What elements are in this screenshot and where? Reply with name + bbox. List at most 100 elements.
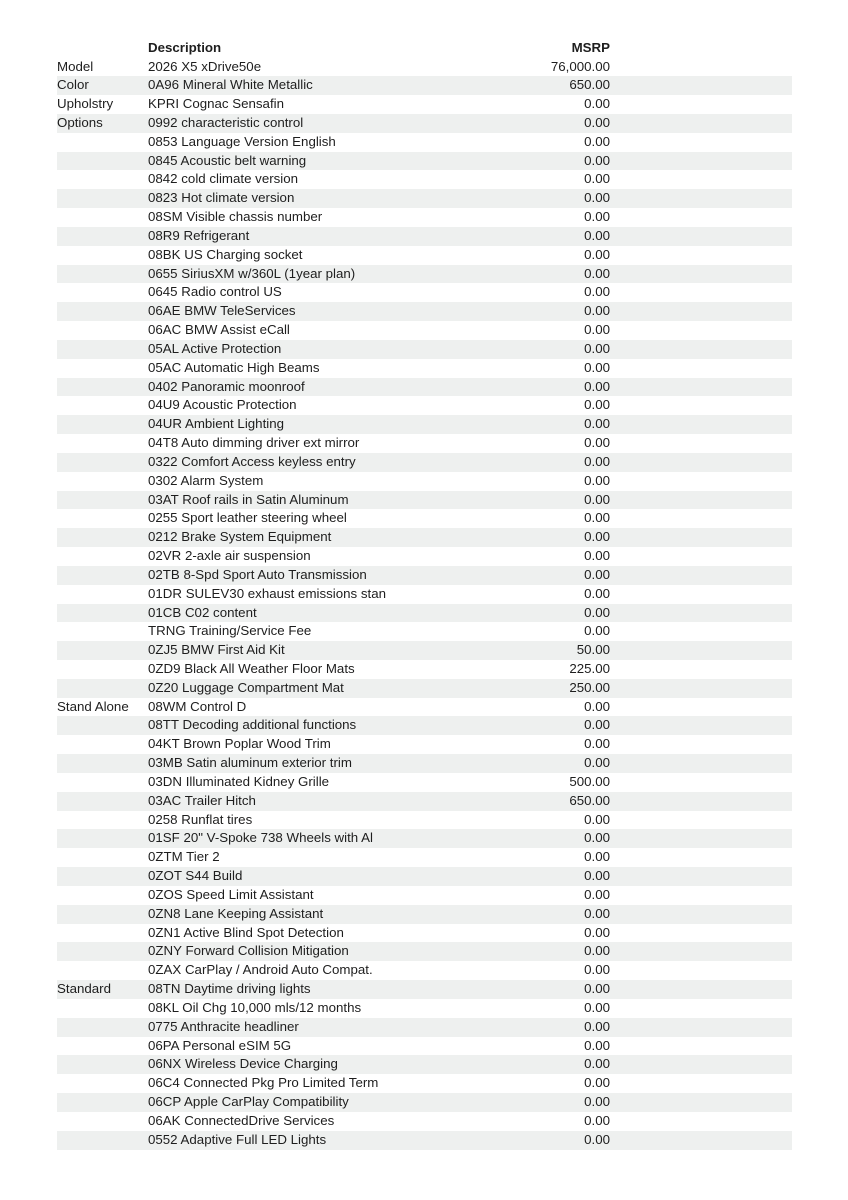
description-cell: 01DR SULEV30 exhaust emissions stan bbox=[148, 585, 386, 601]
description-cell: 06AC BMW Assist eCall bbox=[148, 322, 290, 338]
msrp-cell: 0.00 bbox=[584, 999, 610, 1015]
table-row: 01CB C02 content 0.00 bbox=[57, 603, 792, 623]
msrp-cell: 0.00 bbox=[584, 868, 610, 884]
description-cell: 0ZN1 Active Blind Spot Detection bbox=[148, 924, 344, 940]
msrp-cell: 0.00 bbox=[584, 1094, 610, 1110]
msrp-cell: 0.00 bbox=[584, 491, 610, 507]
table-row: Color 0A96 Mineral White Metallic 650.00 bbox=[57, 76, 792, 96]
description-cell: 0823 Hot climate version bbox=[148, 190, 295, 206]
table-row: 0Z20 Luggage Compartment Mat 250.00 bbox=[57, 678, 792, 698]
msrp-cell: 0.00 bbox=[584, 905, 610, 921]
msrp-cell: 0.00 bbox=[584, 924, 610, 940]
description-cell: TRNG Training/Service Fee bbox=[148, 623, 312, 639]
description-cell: 0ZAX CarPlay / Android Auto Compat. bbox=[148, 962, 373, 978]
description-cell: 0655 SiriusXM w/360L (1year plan) bbox=[148, 265, 356, 281]
table-row: 06NX Wireless Device Charging 0.00 bbox=[57, 1055, 792, 1075]
description-cell: 02TB 8-Spd Sport Auto Transmission bbox=[148, 566, 367, 582]
description-cell: 01SF 20" V-Spoke 738 Wheels with Al bbox=[148, 830, 373, 846]
table-row: TRNG Training/Service Fee 0.00 bbox=[57, 622, 792, 641]
msrp-cell: 0.00 bbox=[584, 736, 610, 752]
msrp-cell: 0.00 bbox=[584, 284, 610, 300]
description-cell: 0ZTM Tier 2 bbox=[148, 849, 220, 865]
description-cell: 04U9 Acoustic Protection bbox=[148, 397, 297, 413]
msrp-cell: 250.00 bbox=[569, 679, 610, 695]
category-cell: Stand Alone bbox=[57, 698, 129, 714]
description-cell: 06AE BMW TeleServices bbox=[148, 303, 296, 319]
table-row: 01DR SULEV30 exhaust emissions stan 0.00 bbox=[57, 585, 792, 604]
description-cell: 04UR Ambient Lighting bbox=[148, 416, 285, 432]
table-row: 0402 Panoramic moonroof 0.00 bbox=[57, 377, 792, 397]
description-cell: 2026 X5 xDrive50e bbox=[148, 58, 262, 74]
description-cell: 03AT Roof rails in Satin Aluminum bbox=[148, 491, 349, 507]
table-row: 0823 Hot climate version 0.00 bbox=[57, 189, 792, 209]
table-row: 0258 Runflat tires 0.00 bbox=[57, 811, 792, 830]
msrp-cell: 0.00 bbox=[584, 962, 610, 978]
msrp-cell: 0.00 bbox=[584, 623, 610, 639]
description-cell: 03DN Illuminated Kidney Grille bbox=[148, 773, 330, 789]
table-row: 0255 Sport leather steering wheel 0.00 bbox=[57, 509, 792, 528]
category-cell: Upholstry bbox=[57, 96, 114, 112]
table-row: Standard 08TN Daytime driving lights 0.0… bbox=[57, 980, 792, 999]
description-cell: 06PA Personal eSIM 5G bbox=[148, 1037, 292, 1053]
description-cell: 0ZN8 Lane Keeping Assistant bbox=[148, 905, 324, 921]
description-cell: 08TN Daytime driving lights bbox=[148, 981, 311, 997]
description-cell: 06CP Apple CarPlay Compatibility bbox=[148, 1094, 349, 1110]
description-cell: 0Z20 Luggage Compartment Mat bbox=[148, 679, 344, 695]
description-cell: 0845 Acoustic belt warning bbox=[148, 152, 307, 168]
table-row: 03AT Roof rails in Satin Aluminum 0.00 bbox=[57, 490, 792, 510]
description-cell: 05AL Active Protection bbox=[148, 340, 282, 356]
category-cell: Options bbox=[57, 114, 103, 130]
description-cell: 08BK US Charging socket bbox=[148, 246, 303, 262]
description-cell: 0ZOS Speed Limit Assistant bbox=[148, 886, 314, 902]
table-row: Stand Alone 08WM Control D 0.00 bbox=[57, 698, 792, 717]
description-cell: 04T8 Auto dimming driver ext mirror bbox=[148, 435, 360, 451]
description-cell: 02VR 2-axle air suspension bbox=[148, 548, 311, 564]
msrp-cell: 500.00 bbox=[569, 773, 610, 789]
msrp-cell: 0.00 bbox=[584, 510, 610, 526]
msrp-cell: 0.00 bbox=[584, 453, 610, 469]
description-cell: 08R9 Refrigerant bbox=[148, 227, 250, 243]
description-cell: 04KT Brown Poplar Wood Trim bbox=[148, 736, 331, 752]
table-row: 0ZN8 Lane Keeping Assistant 0.00 bbox=[57, 904, 792, 924]
msrp-cell: 0.00 bbox=[584, 548, 610, 564]
msrp-cell: 0.00 bbox=[584, 171, 610, 187]
msrp-cell: 0.00 bbox=[584, 133, 610, 149]
description-cell: 0ZD9 Black All Weather Floor Mats bbox=[148, 661, 355, 676]
description-cell: 0255 Sport leather steering wheel bbox=[148, 510, 347, 526]
msrp-cell: 0.00 bbox=[584, 886, 610, 902]
table-row: 08KL Oil Chg 10,000 mls/12 months 0.00 bbox=[57, 999, 792, 1018]
table-row: 06PA Personal eSIM 5G 0.00 bbox=[57, 1037, 792, 1056]
table-row: 0552 Adaptive Full LED Lights 0.00 bbox=[57, 1130, 792, 1150]
table-row: 0845 Acoustic belt warning 0.00 bbox=[57, 151, 792, 171]
msrp-cell: 0.00 bbox=[584, 1037, 610, 1053]
msrp-cell: 0.00 bbox=[584, 397, 610, 413]
table-row: 08TT Decoding additional functions 0.00 bbox=[57, 716, 792, 736]
table-row: Upholstry KPRI Cognac Sensafin 0.00 bbox=[57, 95, 792, 114]
table-row: 06AC BMW Assist eCall 0.00 bbox=[57, 321, 792, 340]
table-row: 06AE BMW TeleServices 0.00 bbox=[57, 302, 792, 322]
msrp-cell: 0.00 bbox=[584, 604, 610, 620]
msrp-cell: 0.00 bbox=[584, 1112, 610, 1128]
table-row: 06AK ConnectedDrive Services 0.00 bbox=[57, 1112, 792, 1131]
vehicle-options-table: Description MSRP Model 2026 X5 xDrive50e… bbox=[57, 38, 792, 1150]
msrp-cell: 0.00 bbox=[584, 698, 610, 714]
header-msrp: MSRP bbox=[571, 40, 610, 55]
description-cell: 05AC Automatic High Beams bbox=[148, 359, 320, 375]
table-row: Model 2026 X5 xDrive50e 76,000.00 bbox=[57, 58, 792, 77]
table-row: 05AC Automatic High Beams 0.00 bbox=[57, 359, 792, 378]
msrp-cell: 0.00 bbox=[584, 1075, 610, 1091]
table-row: 06C4 Connected Pkg Pro Limited Term 0.00 bbox=[57, 1074, 792, 1093]
table-row: 0ZJ5 BMW First Aid Kit 50.00 bbox=[57, 641, 792, 660]
msrp-cell: 0.00 bbox=[584, 246, 610, 262]
description-cell: 03AC Trailer Hitch bbox=[148, 792, 256, 808]
description-cell: 0842 cold climate version bbox=[148, 171, 299, 187]
description-cell: 0552 Adaptive Full LED Lights bbox=[148, 1131, 327, 1147]
msrp-cell: 76,000.00 bbox=[550, 58, 610, 74]
msrp-cell: 0.00 bbox=[584, 378, 610, 394]
table-row: 03AC Trailer Hitch 650.00 bbox=[57, 791, 792, 811]
description-cell: 06AK ConnectedDrive Services bbox=[148, 1112, 335, 1128]
description-cell: 0322 Comfort Access keyless entry bbox=[148, 453, 356, 469]
msrp-cell: 0.00 bbox=[584, 416, 610, 432]
msrp-cell: 0.00 bbox=[584, 114, 610, 130]
